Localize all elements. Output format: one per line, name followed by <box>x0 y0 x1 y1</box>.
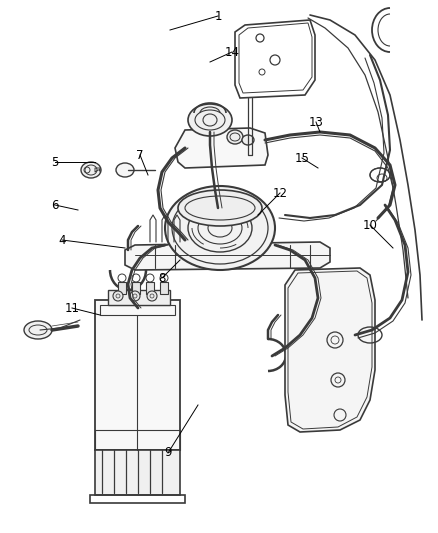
Text: 11: 11 <box>64 302 79 314</box>
Ellipse shape <box>165 186 274 270</box>
Bar <box>118 282 126 294</box>
Text: 9: 9 <box>164 447 171 459</box>
Ellipse shape <box>226 130 243 144</box>
Bar <box>95 300 180 450</box>
Bar <box>95 450 180 495</box>
Text: 6: 6 <box>51 198 59 212</box>
Bar <box>100 305 175 315</box>
Text: 8: 8 <box>158 271 165 285</box>
Text: 5: 5 <box>51 156 59 168</box>
Text: 15: 15 <box>294 151 309 165</box>
Text: 12: 12 <box>272 187 287 199</box>
Bar <box>146 282 154 294</box>
Text: 4: 4 <box>58 233 66 246</box>
Polygon shape <box>175 128 267 168</box>
Bar <box>159 282 168 294</box>
Bar <box>90 495 184 503</box>
Bar <box>95 430 180 450</box>
Ellipse shape <box>116 163 134 177</box>
Bar <box>132 282 140 294</box>
Ellipse shape <box>81 162 101 178</box>
Text: 14: 14 <box>224 45 239 59</box>
Ellipse shape <box>130 291 140 301</box>
Polygon shape <box>284 268 374 432</box>
Text: 13: 13 <box>308 116 323 128</box>
Text: 7: 7 <box>136 149 143 161</box>
Ellipse shape <box>147 291 157 301</box>
Ellipse shape <box>24 321 52 339</box>
Bar <box>108 290 170 305</box>
Text: 10: 10 <box>362 219 377 231</box>
Ellipse shape <box>113 291 123 301</box>
Ellipse shape <box>187 104 231 136</box>
Polygon shape <box>125 242 329 270</box>
Ellipse shape <box>241 135 254 145</box>
Ellipse shape <box>177 190 261 226</box>
Text: 1: 1 <box>214 10 221 22</box>
